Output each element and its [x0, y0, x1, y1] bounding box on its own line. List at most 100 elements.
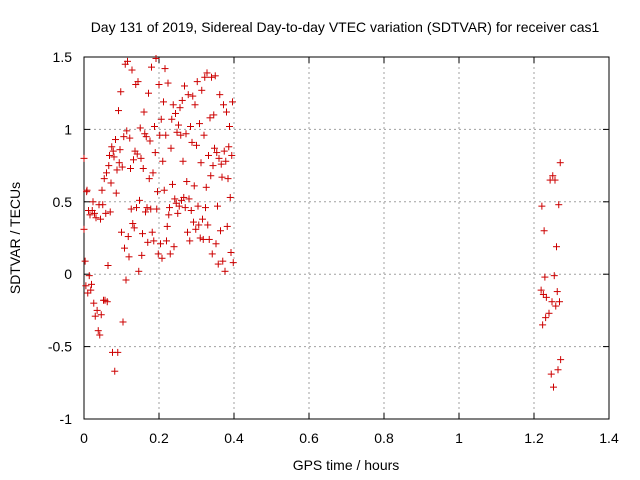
data-point	[214, 260, 222, 268]
data-point	[214, 202, 221, 210]
data-point	[548, 298, 556, 306]
data-point	[172, 199, 180, 207]
data-point	[200, 131, 208, 139]
axis-ticks: 0 0.2 0.4 0.6 0.8 1 1.2 1.4 -1 -0.5 0 0.5 1 1.5	[48, 49, 619, 446]
data-point	[103, 298, 111, 306]
data-point	[109, 147, 117, 155]
x-tick-label: 0.4	[224, 430, 244, 446]
data-point	[94, 327, 102, 335]
data-point	[80, 154, 88, 162]
data-point	[151, 149, 159, 157]
data-point	[89, 198, 97, 206]
data-point	[202, 183, 210, 191]
y-tick-label: -0.5	[48, 339, 72, 355]
data-point	[83, 186, 91, 194]
data-point	[121, 244, 128, 252]
data-point	[186, 237, 194, 245]
x-tick-label: 0.6	[299, 430, 319, 446]
data-point	[213, 149, 221, 157]
data-point	[123, 127, 131, 135]
data-point	[219, 257, 227, 265]
data-point	[180, 193, 188, 201]
data-point	[173, 128, 181, 136]
data-point	[206, 114, 214, 122]
data-point	[118, 163, 126, 171]
data-point	[193, 78, 201, 86]
data-point	[155, 81, 163, 89]
data-point	[159, 157, 167, 165]
data-point	[86, 211, 94, 219]
data-point	[90, 299, 98, 307]
data-point	[210, 111, 218, 119]
data-point	[207, 172, 215, 180]
data-point	[199, 215, 206, 223]
data-point	[130, 224, 138, 232]
data-point	[184, 91, 192, 99]
data-point	[116, 146, 124, 154]
data-point	[188, 138, 196, 146]
x-tick-label: 0.2	[149, 430, 169, 446]
data-point	[228, 151, 236, 159]
data-point	[220, 101, 227, 109]
data-point	[172, 109, 179, 117]
data-point	[97, 311, 105, 319]
data-point	[197, 159, 205, 167]
data-point	[229, 259, 237, 267]
data-point	[192, 225, 200, 233]
data-point	[537, 286, 545, 294]
data-point	[134, 78, 142, 86]
data-point	[142, 208, 149, 216]
data-point	[165, 211, 173, 219]
data-point	[128, 66, 136, 74]
data-point	[217, 160, 225, 168]
data-point	[204, 221, 212, 229]
data-point	[174, 209, 182, 217]
data-point	[539, 321, 547, 329]
data-point	[166, 204, 173, 212]
data-point	[187, 206, 195, 214]
chart-title: Day 131 of 2019, Sidereal Day-to-day VTE…	[91, 19, 600, 35]
data-point	[100, 175, 108, 183]
data-point	[545, 309, 553, 317]
data-point	[103, 169, 110, 177]
plot-frame	[83, 56, 610, 420]
data-point	[218, 173, 226, 181]
data-point	[196, 120, 203, 128]
data-point	[135, 267, 143, 275]
data-point	[133, 150, 141, 158]
y-axis-label: SDTVAR / TECUs	[7, 182, 23, 294]
data-point	[202, 204, 209, 212]
data-point	[107, 179, 115, 187]
data-point	[87, 286, 95, 294]
x-tick-label: 1.2	[524, 430, 544, 446]
data-point	[82, 282, 90, 290]
data-point	[212, 240, 220, 248]
data-point	[80, 225, 88, 233]
data-point	[164, 79, 172, 87]
data-point	[223, 222, 231, 230]
data-point	[158, 254, 166, 262]
data-point	[211, 144, 218, 152]
data-point	[147, 205, 155, 213]
data-point	[92, 214, 100, 222]
data-point	[205, 151, 212, 159]
data-point	[183, 178, 191, 186]
data-point	[127, 205, 135, 213]
x-tick-label: 0.8	[374, 430, 394, 446]
data-point	[97, 215, 104, 223]
data-point	[115, 107, 122, 115]
data-point	[169, 180, 176, 188]
data-point	[136, 196, 143, 204]
grid	[84, 57, 609, 419]
data-point	[208, 250, 216, 258]
data-point	[185, 195, 193, 203]
data-point	[88, 280, 95, 288]
data-points	[80, 54, 565, 391]
data-point	[190, 182, 198, 190]
data-point	[85, 272, 93, 280]
data-point	[170, 243, 178, 251]
data-point	[130, 156, 137, 164]
data-point	[220, 147, 228, 155]
data-point	[91, 312, 99, 320]
data-point	[201, 73, 209, 81]
